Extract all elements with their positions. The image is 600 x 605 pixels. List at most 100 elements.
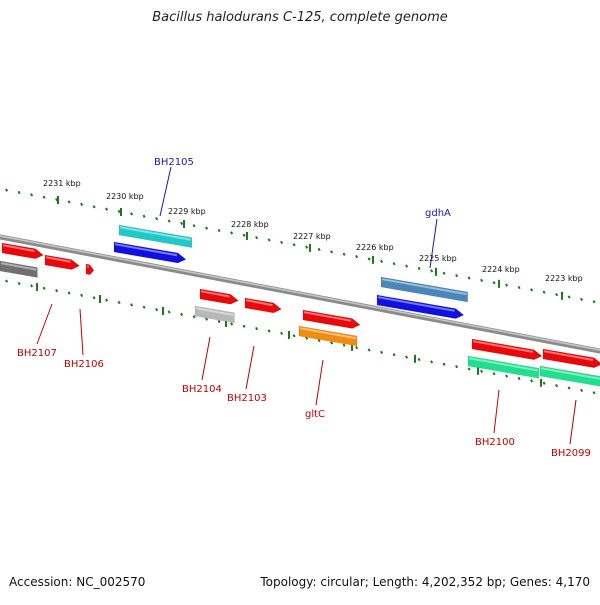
forward-scale-dot [117, 209, 121, 214]
reverse-scale-dot [392, 353, 396, 357]
reverse-scale-dot [142, 305, 146, 309]
forward-scale-dot [180, 221, 184, 226]
gene-arrow-BH2107[interactable] [0, 260, 38, 278]
gene-arrow-BH2101-highlight [472, 340, 534, 353]
gene-arrow-gdhA-forward[interactable] [380, 276, 468, 303]
forward-scale-dot [155, 216, 159, 221]
forward-scale-dot [80, 202, 84, 207]
forward-scale-dot [42, 195, 46, 199]
kbp-label-2226: 2226 kbp [356, 243, 394, 252]
gene-arrow-BH2105[interactable] [113, 241, 187, 264]
reverse-scale-dot [180, 312, 184, 317]
gene-arrow-BH2100-highlight [468, 357, 539, 372]
leader-line-BH2106 [79, 308, 84, 356]
reverse-scale-dot [55, 288, 59, 293]
gene-arrow-BH2100-forward[interactable] [542, 348, 600, 369]
reverse-scale-dot [355, 345, 359, 350]
gene-arrow-gdhA[interactable] [376, 294, 465, 319]
reverse-scale-dot [367, 348, 371, 352]
gene-arrow-BH2106[interactable] [44, 254, 80, 270]
gene-arrow-BH2104-forward[interactable] [199, 288, 239, 305]
forward-scale-dot [92, 205, 96, 209]
gene-arrow-BH2102[interactable] [302, 309, 361, 329]
gene-arrow-BH2104-forward-highlight [200, 290, 230, 298]
gene-label-BH2104[interactable]: BH2104 [182, 384, 222, 395]
forward-scale-dot [130, 212, 134, 216]
reverse-scale-dot [255, 326, 259, 331]
forward-scale-dot [467, 276, 471, 280]
leader-line-BH2104 [201, 336, 211, 381]
reverse-scale-dot [155, 307, 159, 312]
kbp-label-2231: 2231 kbp [43, 179, 81, 188]
forward-scale-dot [430, 269, 434, 273]
reverse-scale-dot [467, 367, 471, 371]
forward-scale-dot [242, 233, 246, 237]
kbp-label-2225: 2225 kbp [419, 254, 457, 263]
gene-arrow-gltC-highlight [299, 327, 357, 340]
forward-scale-dot [567, 295, 571, 299]
reverse-scale-dot [205, 317, 209, 321]
reverse-scale-dot [230, 322, 234, 326]
gene-arrow-BH2100-forward-highlight [543, 350, 594, 362]
genome-backbone [0, 234, 600, 354]
reverse-scale-dot [555, 383, 559, 388]
gene-label-BH2099[interactable]: BH2099 [551, 448, 591, 459]
forward-scale-dot [292, 243, 296, 247]
reverse-scale-track [5, 279, 596, 395]
reverse-scale-dot [305, 336, 309, 340]
accession-text: Accession: NC_002570 [9, 575, 146, 589]
gene-label-BH2107[interactable]: BH2107 [17, 348, 57, 359]
reverse-scale-dot [92, 296, 96, 300]
reverse-scale-dot [67, 291, 71, 295]
forward-scale-dot [217, 228, 221, 233]
gene-arrow-BH2103[interactable] [244, 297, 282, 314]
reverse-scale-dot [567, 386, 571, 390]
forward-scale-dot [267, 238, 271, 242]
reverse-scale-dot [430, 360, 434, 364]
genome-summary-text: Topology: circular; Length: 4,202,352 bp… [260, 575, 590, 589]
gene-label-BH2106[interactable]: BH2106 [64, 359, 104, 370]
forward-scale-dot [542, 290, 546, 294]
gene-arrow-gltC[interactable] [298, 325, 358, 347]
reverse-scale-dot [580, 388, 584, 393]
forward-scale-track [5, 188, 596, 304]
forward-scale-dot [505, 283, 509, 287]
kbp-label-2230: 2230 kbp [106, 192, 144, 201]
kbp-label-2229: 2229 kbp [168, 207, 206, 216]
gene-arrow-BH2105-forward[interactable] [118, 224, 193, 248]
forward-scale-dot [342, 252, 346, 256]
gene-label-BH2103[interactable]: BH2103 [227, 393, 267, 404]
forward-scale-dot [492, 281, 496, 285]
forward-scale-dot [330, 250, 334, 254]
reverse-scale-dot [105, 298, 109, 302]
forward-scale-dot [405, 264, 409, 268]
forward-scale-dot [305, 245, 309, 249]
reverse-scale-dot [530, 379, 534, 383]
forward-scale-dot [442, 271, 446, 275]
gene-arrow-BH2100[interactable] [467, 355, 540, 379]
forward-scale-dot [380, 259, 384, 264]
gene-label-gltC[interactable]: gltC [305, 409, 325, 420]
kbp-label-2223: 2223 kbp [545, 274, 583, 283]
gene-arrow-BH2104[interactable] [194, 305, 235, 324]
gene-label-BH2105[interactable]: BH2105 [154, 157, 194, 168]
kbp-label-2224: 2224 kbp [482, 265, 520, 274]
reverse-scale-dot [417, 357, 421, 362]
forward-scale-dot [205, 226, 209, 230]
gene-arrow-BH2099[interactable] [539, 365, 600, 387]
reverse-scale-dot [5, 279, 9, 283]
reverse-scale-dot [192, 315, 196, 319]
forward-scale-dot [67, 200, 71, 204]
gene-arrow-BH2108[interactable] [1, 242, 44, 260]
gene-arrow-gdhA-forward-highlight [381, 278, 467, 296]
gene-arrow-BH2101[interactable] [471, 338, 543, 360]
gene-label-gdhA[interactable]: gdhA [425, 208, 451, 219]
reverse-scale-dot [80, 293, 84, 298]
reverse-scale-dot [492, 372, 496, 376]
forward-scale-dot [255, 235, 259, 240]
forward-scale-dot [392, 262, 396, 266]
reverse-scale-dot [292, 334, 296, 338]
reverse-scale-dot [442, 362, 446, 366]
gene-arrow-small[interactable] [85, 263, 95, 275]
gene-label-BH2100[interactable]: BH2100 [475, 437, 515, 448]
